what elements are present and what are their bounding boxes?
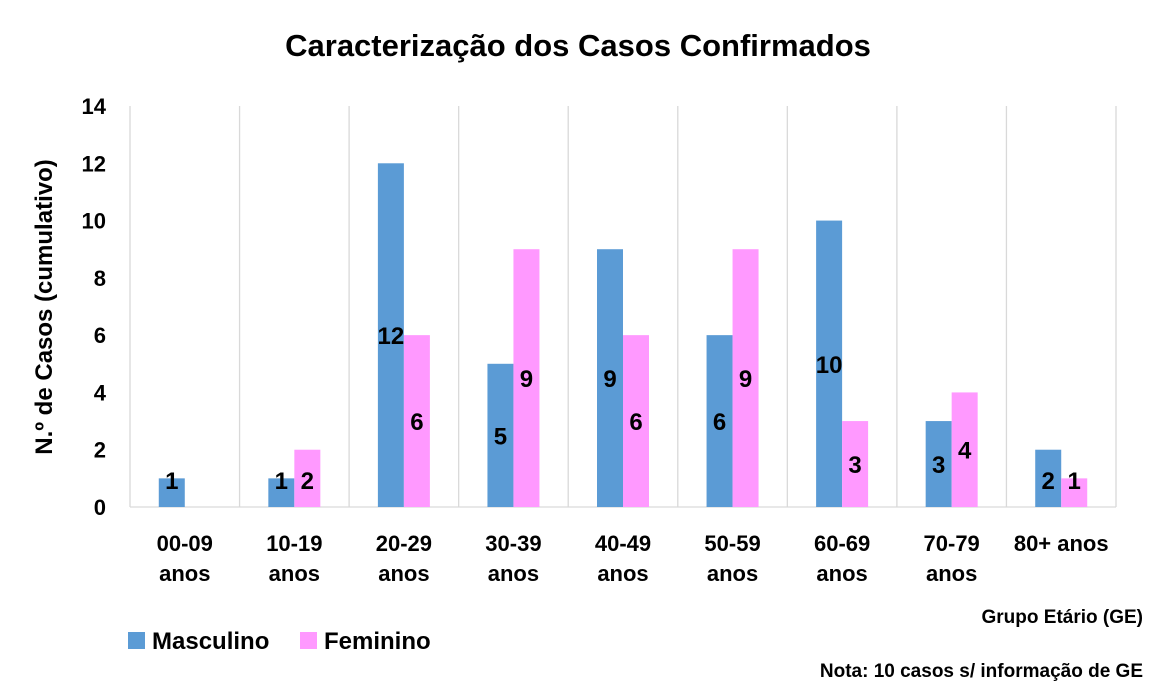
- y-tick-label: 4: [94, 380, 107, 405]
- x-category-label: anos: [926, 561, 977, 586]
- y-axis-ticks: 0 2 4 6 8 10 12 14: [82, 94, 107, 520]
- bar-masculino: [268, 478, 295, 507]
- x-axis-title: Grupo Etário (GE): [982, 607, 1144, 628]
- bar-feminino: [842, 421, 869, 507]
- bar-masculino: [706, 335, 733, 507]
- y-tick-label: 0: [94, 495, 106, 520]
- bar-feminino: [623, 335, 649, 507]
- data-label: 1: [275, 468, 288, 495]
- data-label: 1: [1068, 468, 1081, 495]
- chart-title: Caracterização dos Casos Confirmados: [285, 28, 871, 63]
- data-label: 12: [378, 323, 405, 350]
- data-label: 2: [301, 468, 314, 495]
- x-category-label: 30-39: [485, 531, 541, 556]
- x-category-label: 80+ anos: [1014, 531, 1109, 556]
- x-category-label: 60-69: [814, 531, 870, 556]
- y-tick-label: 8: [94, 266, 106, 291]
- legend-swatch: [128, 632, 145, 649]
- x-category-label: anos: [488, 561, 539, 586]
- data-label: 9: [520, 366, 533, 393]
- data-label: 6: [629, 409, 642, 436]
- bar-masculino: [158, 478, 185, 507]
- x-category-label: 10-19: [266, 531, 322, 556]
- bar-feminino: [732, 249, 759, 507]
- y-tick-label: 14: [82, 94, 107, 119]
- data-label: 4: [958, 438, 972, 465]
- data-label: 2: [1042, 468, 1055, 495]
- y-tick-label: 12: [82, 151, 106, 176]
- legend-label: Masculino: [152, 628, 269, 655]
- y-axis-title: N.º de Casos (cumulativo): [31, 159, 58, 455]
- x-category-label: anos: [159, 561, 210, 586]
- x-category-label: anos: [816, 561, 867, 586]
- x-category-label: 40-49: [595, 531, 651, 556]
- bar-masculino: [377, 163, 404, 508]
- y-tick-label: 6: [94, 323, 106, 348]
- x-category-label: 20-29: [376, 531, 432, 556]
- legend: Masculino Feminino: [128, 628, 431, 655]
- bar-masculino: [597, 249, 623, 507]
- bar-feminino: [513, 249, 540, 507]
- x-category-label: anos: [707, 561, 758, 586]
- chart-note: Nota: 10 casos s/ informação de GE: [820, 661, 1143, 682]
- data-label: 1: [165, 468, 178, 495]
- x-category-label: anos: [597, 561, 648, 586]
- x-category-label: 50-59: [704, 531, 760, 556]
- x-category-label: 70-79: [924, 531, 980, 556]
- data-label: 3: [932, 452, 945, 479]
- legend-swatch: [300, 632, 317, 649]
- data-label: 10: [816, 352, 843, 379]
- data-label: 6: [713, 409, 726, 436]
- bar-feminino: [403, 335, 430, 507]
- bar-masculino: [1035, 449, 1062, 507]
- bars: [158, 163, 1088, 508]
- x-category-label: 00-09: [157, 531, 213, 556]
- data-label: 3: [848, 452, 861, 479]
- data-label: 9: [739, 366, 752, 393]
- x-category-label: anos: [269, 561, 320, 586]
- bar-feminino: [1061, 478, 1088, 507]
- data-label: 9: [603, 366, 616, 393]
- data-label: 5: [494, 423, 507, 450]
- bar-masculino: [816, 220, 843, 508]
- bar-feminino: [294, 449, 321, 507]
- bar-masculino: [487, 363, 514, 507]
- y-tick-label: 10: [82, 209, 106, 234]
- data-label: 6: [410, 409, 423, 436]
- legend-label: Feminino: [324, 628, 431, 655]
- x-category-label: anos: [378, 561, 429, 586]
- bar-masculino: [925, 421, 952, 507]
- y-tick-label: 2: [94, 438, 106, 463]
- x-axis-categories: 00-09 anos 10-19 anos 20-29 anos 30-39 anos 40-4…: [157, 531, 1109, 586]
- bar-feminino: [951, 392, 978, 507]
